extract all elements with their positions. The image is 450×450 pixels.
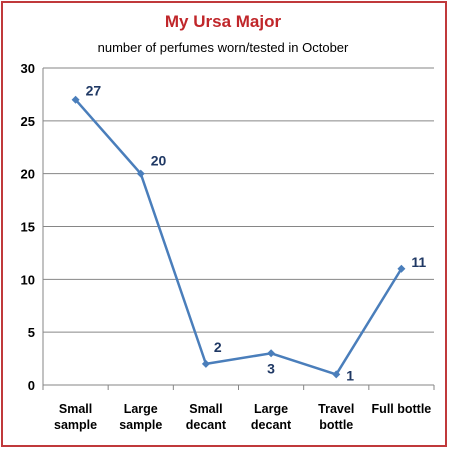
chart-title: My Ursa Major (164, 12, 282, 31)
x-tick-label: bottle (319, 418, 353, 432)
x-tick-label: Small (189, 402, 222, 416)
y-tick-label: 30 (21, 61, 35, 76)
data-label: 11 (411, 254, 426, 270)
y-tick-label: 20 (21, 167, 35, 182)
data-point (267, 349, 276, 358)
y-tick-label: 10 (21, 272, 35, 287)
x-tick-label: Large (254, 402, 288, 416)
data-point (136, 169, 145, 178)
chart-subtitle: number of perfumes worn/tested in Octobe… (97, 40, 349, 55)
data-label: 27 (86, 83, 102, 99)
x-tick-label: Travel (318, 402, 354, 416)
data-label: 20 (151, 153, 167, 169)
x-tick-label: sample (54, 418, 97, 432)
data-label: 1 (346, 367, 354, 383)
data-point (71, 95, 80, 104)
x-tick-label: Full bottle (372, 402, 432, 416)
x-tick-label: Large (124, 402, 158, 416)
data-label: 3 (267, 360, 275, 376)
x-tick-label: sample (119, 418, 162, 432)
y-tick-label: 15 (21, 220, 35, 235)
x-tick-label: decant (251, 418, 292, 432)
data-point (397, 264, 406, 273)
data-point (332, 370, 341, 379)
y-tick-label: 0 (28, 378, 35, 393)
data-point (201, 359, 210, 368)
data-label: 2 (214, 339, 222, 355)
y-tick-label: 5 (28, 325, 35, 340)
series-line (74, 98, 403, 376)
y-tick-label: 25 (21, 114, 35, 129)
x-tick-label: Small (59, 402, 92, 416)
x-tick-label: decant (186, 418, 227, 432)
